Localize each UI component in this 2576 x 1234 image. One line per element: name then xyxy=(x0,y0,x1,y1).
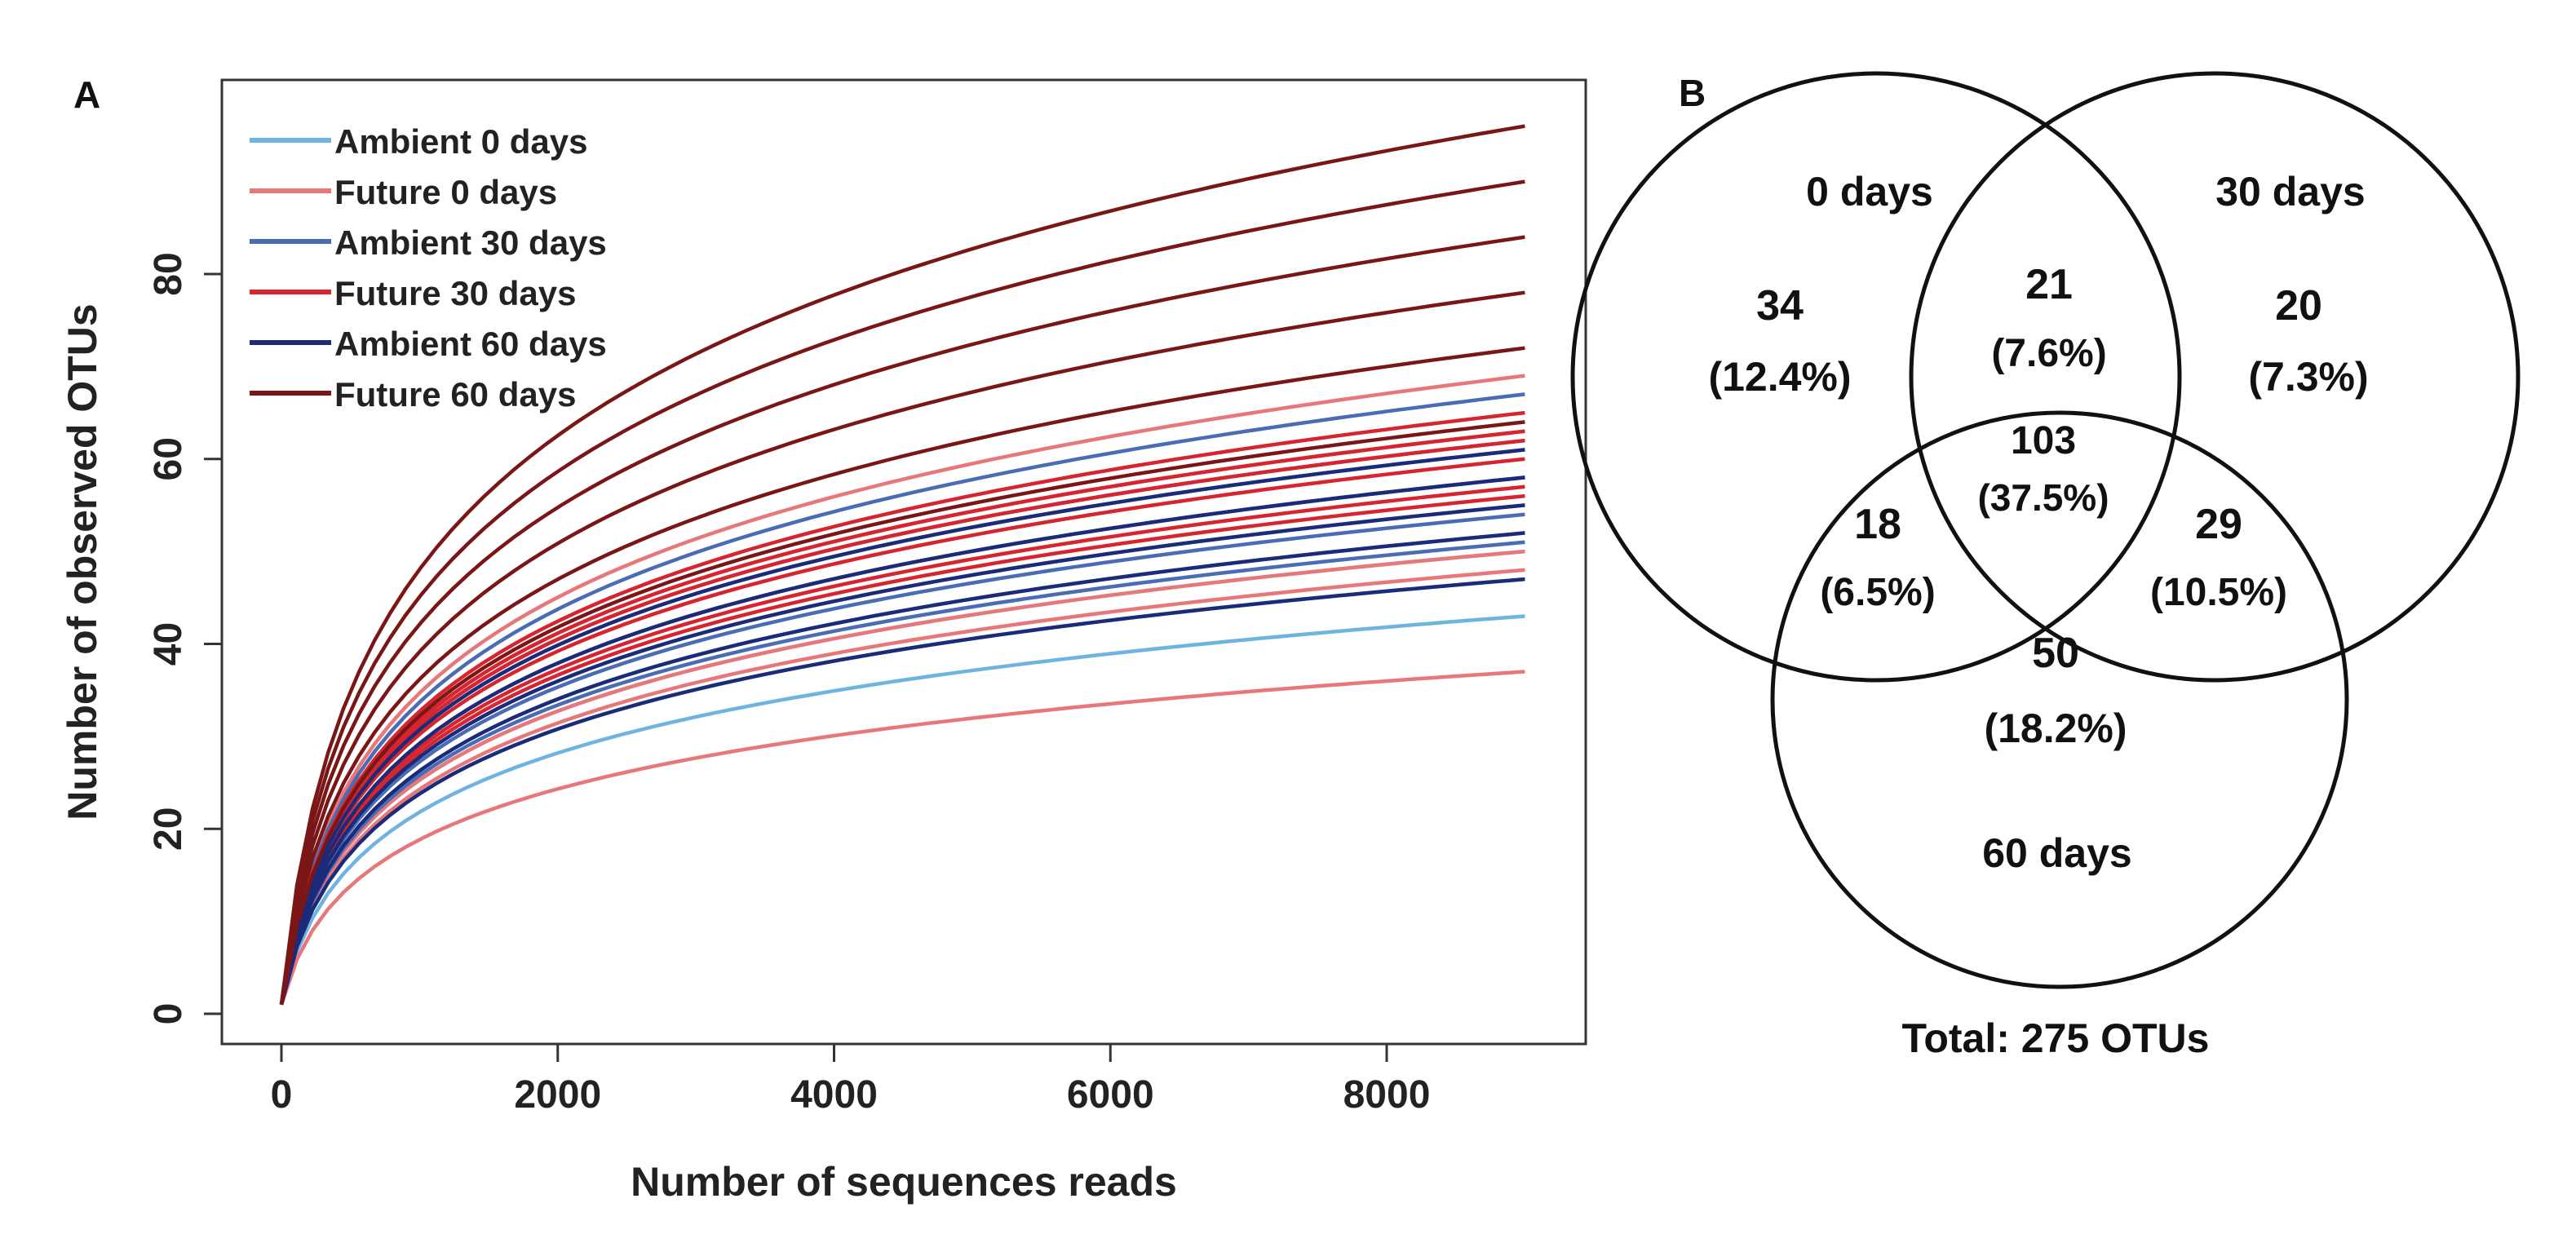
venn-set-label-60-days: 60 days xyxy=(1982,830,2131,876)
x-tick-label: 0 xyxy=(271,1073,293,1117)
x-tick-label: 6000 xyxy=(1067,1073,1154,1117)
y-axis: 0 20 40 60 80 xyxy=(147,252,224,1025)
venn-count-0-30: 21 xyxy=(2025,261,2073,308)
curve-future-30-days-3 xyxy=(279,438,1525,1006)
venn-set-label-0-days: 0 days xyxy=(1806,169,1933,215)
x-tick-label: 4000 xyxy=(790,1073,878,1117)
panel-a-label: A xyxy=(73,73,100,116)
venn-count-0-60: 18 xyxy=(1854,501,1901,548)
curve-future-30-days-4 xyxy=(279,457,1525,1006)
y-tick-label: 20 xyxy=(147,807,190,851)
venn-count-only-30: 20 xyxy=(2275,282,2322,330)
venn-total-label: Total: 275 OTUs xyxy=(1902,1015,2210,1061)
curve-future-60-days-2 xyxy=(279,179,1525,1006)
curve-future-30-days-5 xyxy=(279,484,1525,1006)
venn-set-label-30-days: 30 days xyxy=(2215,169,2365,215)
curve-future-0-days-1 xyxy=(279,670,1525,1006)
venn-count-only-60: 50 xyxy=(2032,630,2079,677)
curve-future-30-days-2 xyxy=(279,429,1525,1006)
y-tick-label: 0 xyxy=(147,1003,190,1025)
venn-percent-only-60: (18.2%) xyxy=(1984,705,2127,751)
curve-future-0-days-3 xyxy=(279,549,1525,1006)
y-tick-label: 80 xyxy=(147,252,190,295)
curve-ambient-30-days-3 xyxy=(279,512,1525,1006)
curve-ambient-60-days-1 xyxy=(279,577,1525,1006)
venn-circle-0-days xyxy=(1570,71,2182,683)
venn-count-30-60: 29 xyxy=(2195,501,2242,548)
series-layer xyxy=(279,124,1525,1006)
curve-future-60-days-4 xyxy=(279,290,1525,1006)
curve-ambient-60-days-2 xyxy=(279,531,1525,1006)
venn-circle-60-days xyxy=(1770,410,2349,989)
y-axis-label: Number of observed OTUs xyxy=(60,303,105,820)
venn-count-only-0: 34 xyxy=(1756,282,1804,330)
venn-percent-0-30: (7.6%) xyxy=(1991,332,2106,375)
curve-ambient-30-days-4 xyxy=(279,540,1525,1006)
curve-ambient-60-days-5 xyxy=(279,448,1525,1006)
x-axis: 0 2000 4000 6000 8000 xyxy=(271,1042,1431,1117)
curve-ambient-60-days-4 xyxy=(279,475,1525,1006)
curve-future-0-days-2 xyxy=(279,568,1525,1006)
curve-future-0-days-6 xyxy=(279,374,1525,1006)
curve-future-60-days-6 xyxy=(279,420,1525,1006)
venn-percent-only-0: (12.4%) xyxy=(1708,354,1851,400)
x-tick-label: 2000 xyxy=(514,1073,601,1117)
curve-future-30-days-6 xyxy=(279,493,1525,1006)
legend: Ambient 0 days Future 0 days Ambient 30 da… xyxy=(250,122,607,414)
venn-count-all: 103 xyxy=(2011,419,2076,462)
x-axis-label: Number of sequences reads xyxy=(631,1159,1177,1205)
rarefaction-chart: A Ambient 0 days Future 0 days Ambient 30 … xyxy=(60,73,1587,1205)
legend-label: Ambient 60 days xyxy=(334,325,607,363)
y-tick-label: 60 xyxy=(147,437,190,480)
curve-ambient-0-days-1 xyxy=(279,614,1525,1006)
curve-ambient-30-days-1 xyxy=(279,392,1525,1006)
x-tick-label: 8000 xyxy=(1343,1073,1431,1117)
legend-label: Ambient 0 days xyxy=(334,122,587,161)
legend-label: Future 60 days xyxy=(334,375,576,414)
venn-circle-30-days xyxy=(1909,71,2521,683)
legend-label: Future 0 days xyxy=(334,173,557,211)
venn-percent-0-60: (6.5%) xyxy=(1820,571,1935,614)
venn-diagram: B 0 days 30 days 60 days 34 (12.4%) 20 (… xyxy=(1570,71,2521,1061)
panel-b-label: B xyxy=(1679,72,1706,114)
curve-ambient-60-days-3 xyxy=(279,503,1525,1006)
curve-future-60-days-3 xyxy=(279,235,1525,1006)
curve-future-30-days-1 xyxy=(279,410,1525,1006)
y-tick-label: 40 xyxy=(147,622,190,666)
legend-label: Future 30 days xyxy=(334,274,576,312)
venn-percent-only-30: (7.3%) xyxy=(2248,354,2368,400)
legend-label: Ambient 30 days xyxy=(334,223,607,262)
curve-future-60-days-5 xyxy=(279,346,1525,1006)
venn-percent-all: (37.5%) xyxy=(1977,476,2109,519)
venn-percent-30-60: (10.5%) xyxy=(2150,571,2287,614)
curve-future-60-days-1 xyxy=(279,124,1525,1005)
